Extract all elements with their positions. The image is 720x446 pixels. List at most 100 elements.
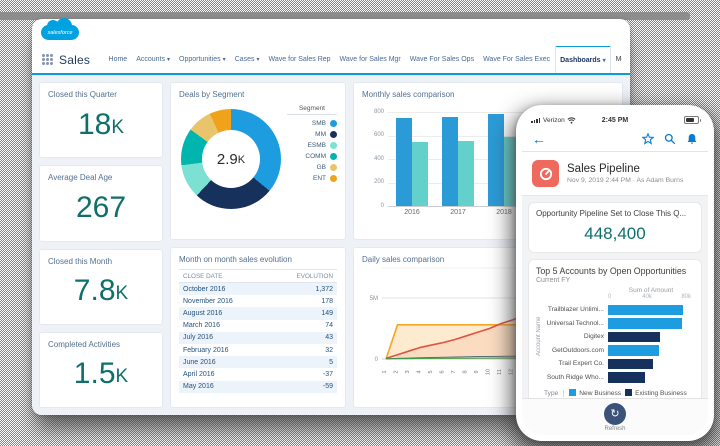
nav-tabs: Home Accounts ▾ Opportunities ▾ Cases ▾ Wave fo…: [104, 46, 622, 73]
column-header-evolution[interactable]: EVOLUTION: [268, 269, 337, 283]
salesforce-logo[interactable]: salesforce: [41, 18, 79, 40]
top5-hbar-chart: Account Name Sum of Amount 0 40k 80k Trail…: [536, 287, 694, 384]
svg-text:0: 0: [375, 357, 379, 363]
favorite-star-icon[interactable]: [642, 133, 654, 145]
svg-text:12: 12: [509, 369, 515, 375]
svg-text:11: 11: [497, 369, 503, 375]
kpi-title: Completed Activities: [48, 339, 121, 349]
phone-toolbar: ←: [522, 127, 708, 152]
nav-tab-home[interactable]: Home: [108, 56, 128, 63]
dashboard-gauge-icon: [532, 160, 559, 187]
kpi-title: Average Deal Age: [48, 173, 113, 183]
table-row[interactable]: April 2016 -37: [183, 370, 333, 378]
table-row[interactable]: October 2016 1,372: [179, 282, 337, 296]
hbar-row-trail-expert-co[interactable]: Trail Expert Co.: [544, 357, 694, 371]
svg-text:7: 7: [451, 370, 457, 373]
kpi-title: Closed this Quarter: [48, 90, 117, 99]
bar-group-2016[interactable]: [396, 117, 428, 206]
top5-accounts-card[interactable]: Top 5 Accounts by Open Opportunities Cur…: [528, 259, 702, 398]
nav-tab-cases[interactable]: Cases ▾: [234, 56, 260, 63]
bar-group-2017[interactable]: [442, 117, 474, 206]
salesforce-logo-text: salesforce: [47, 29, 73, 36]
evolution-table: CLOSE DATE EVOLUTION October 2016 1,372 No…: [179, 269, 337, 393]
table-row[interactable]: August 2016 149: [179, 307, 337, 320]
kpi-card-completed-activities[interactable]: Completed Activities 1.5 K: [39, 331, 163, 408]
nav-tab-accounts[interactable]: Accounts ▾: [136, 56, 171, 63]
table-row[interactable]: March 2016 74: [183, 322, 333, 330]
app-nav-bar: Sales Home Accounts ▾ Opportunities ▾ Cases ▾ W…: [32, 46, 630, 75]
phone-content: Opportunity Pipeline Set to Close This Q…: [522, 195, 708, 398]
svg-text:2: 2: [394, 370, 400, 373]
svg-text:6: 6: [440, 370, 446, 373]
column-header-close-date[interactable]: CLOSE DATE: [179, 269, 269, 283]
carrier-label: Verizon: [543, 116, 565, 124]
back-arrow-icon[interactable]: ←: [532, 131, 546, 147]
hbar-row-digitex[interactable]: Digitex: [544, 330, 694, 344]
legend-item-comm[interactable]: COMM: [287, 151, 337, 162]
svg-text:1: 1: [382, 370, 388, 373]
chart-title: Monthly sales comparison: [362, 90, 455, 99]
legend-item-new-business[interactable]: New Business: [569, 389, 621, 397]
kpi-card-closed-month[interactable]: Closed this Month 7.8 K: [39, 248, 163, 325]
svg-text:5: 5: [428, 370, 434, 373]
hbar-row-getoutdoors-com[interactable]: GetOutdoors.com: [544, 344, 694, 358]
svg-text:3: 3: [405, 370, 411, 373]
nav-tab-opportunities[interactable]: Opportunities ▾: [179, 56, 226, 63]
svg-text:4: 4: [417, 370, 423, 373]
pipeline-metric-card[interactable]: Opportunity Pipeline Set to Close This Q…: [528, 202, 702, 253]
legend-item-existing-business[interactable]: Existing Business: [625, 389, 687, 397]
table-row[interactable]: November 2016 178: [183, 297, 333, 305]
table-row[interactable]: June 2016 5: [179, 356, 337, 369]
signal-icon: [531, 117, 540, 123]
legend-item-ent[interactable]: ENT: [287, 173, 337, 184]
chart-title: Month on month sales evolution: [179, 255, 292, 264]
hbar-row-south-ridge-who[interactable]: South Ridge Who...: [544, 371, 694, 385]
table-row[interactable]: May 2016 -59: [179, 380, 337, 393]
legend-item-mm[interactable]: MM: [287, 129, 337, 140]
wifi-icon: [567, 116, 576, 124]
kpi-value: 1.5 K: [73, 357, 129, 391]
sales-evolution-card[interactable]: Month on month sales evolution CLOSE DAT…: [170, 247, 346, 408]
legend-title: Type: [544, 389, 565, 397]
donut-legend: Segment SMB MM ESMB COMM GB ENT: [287, 105, 337, 209]
kpi-column: Closed this Quarter 18 K Average Deal Age…: [39, 82, 163, 408]
search-icon[interactable]: [664, 133, 676, 145]
hbar-row-trailblazer-unlimi[interactable]: Trailblazer Unlimi...: [544, 303, 694, 317]
phone-header: Sales Pipeline Nov 9, 2019 2:44 PM · As …: [522, 152, 708, 195]
hbar-row-universal-technol[interactable]: Universal Technol...: [544, 317, 694, 331]
nav-tab-more[interactable]: More▾: [615, 56, 622, 63]
metric-value: 448,400: [584, 224, 646, 243]
y-axis-label: Account Name: [536, 315, 542, 356]
phone-bottom-bar: ↻ Refresh: [522, 398, 708, 435]
phone-header-text: Sales Pipeline Nov 9, 2019 2:44 PM · As …: [567, 163, 683, 184]
deals-by-segment-card[interactable]: Deals by Segment 2.9 K Segment SMB MM ESMB C…: [170, 82, 346, 240]
chart-title: Top 5 Accounts by Open Opportunities: [536, 266, 687, 276]
chart-legend: Type New Business Existing Business: [544, 389, 694, 397]
chart-subtitle: Current FY: [536, 277, 571, 284]
kpi-card-avg-deal-age[interactable]: Average Deal Age 267: [39, 165, 163, 242]
nav-tab-wave-for-sales-ops[interactable]: Wave For Sales Ops: [409, 56, 475, 63]
legend-item-gb[interactable]: GB: [287, 162, 337, 173]
table-row[interactable]: February 2016 32: [183, 346, 333, 354]
monthly-bar-chart: 0 200 400 600 800 2016 2017 2018: [362, 109, 614, 216]
refresh-button[interactable]: ↻: [604, 402, 626, 425]
notification-bell-icon[interactable]: [686, 133, 698, 145]
nav-tab-wave-for-sales-exec[interactable]: Wave For Sales Exec: [483, 56, 551, 63]
nav-tab-wave-for-sales-mgr[interactable]: Wave for Sales Mgr: [339, 56, 401, 63]
nav-tab-wave-for-sales-rep[interactable]: Wave for Sales Rep: [268, 56, 331, 63]
app-name: Sales: [59, 52, 91, 67]
kpi-card-closed-quarter[interactable]: Closed this Quarter 18 K: [39, 82, 163, 159]
table-row[interactable]: July 2016 43: [179, 331, 337, 344]
legend-item-esmb[interactable]: ESMB: [287, 140, 337, 151]
nav-tab-dashboards[interactable]: Dashboards ▾: [554, 46, 612, 73]
app-launcher-icon[interactable]: [42, 54, 53, 65]
legend-item-smb[interactable]: SMB: [287, 118, 337, 129]
donut-center-value: 2.9 K: [202, 130, 260, 188]
metric-title: Opportunity Pipeline Set to Close This Q…: [536, 209, 687, 218]
donut-chart[interactable]: 2.9 K: [181, 109, 281, 209]
phone-dashboard-title: Sales Pipeline: [567, 163, 640, 175]
clock-label: 2:45 PM: [601, 116, 629, 124]
x-axis-label: Sum of Amount: [628, 287, 674, 294]
legend-title: Segment: [287, 105, 337, 115]
phone-dashboard-subtitle: Nov 9, 2019 2:44 PM · As Adam Burns: [567, 177, 684, 184]
